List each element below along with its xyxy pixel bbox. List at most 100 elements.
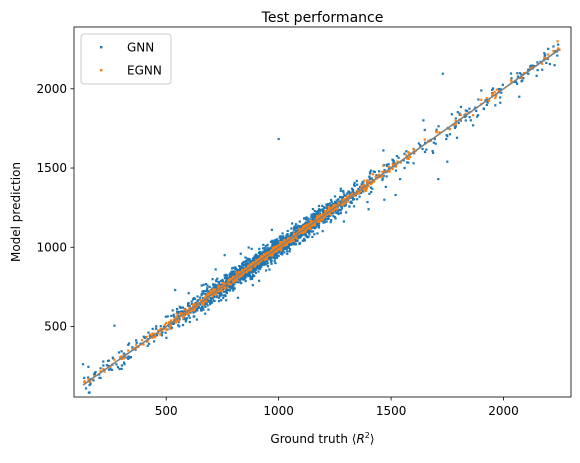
- data-point-gnn: [296, 235, 300, 238]
- data-point-gnn: [275, 252, 278, 255]
- data-point-egnn: [233, 278, 237, 281]
- data-point-gnn: [257, 264, 260, 267]
- data-point-gnn: [395, 154, 398, 158]
- data-point-egnn: [235, 274, 239, 277]
- data-point-egnn: [202, 303, 205, 306]
- data-point-gnn: [192, 315, 195, 318]
- data-point-egnn: [190, 309, 193, 312]
- data-point-gnn: [278, 251, 281, 254]
- data-point-gnn: [557, 43, 560, 46]
- data-point-egnn: [271, 253, 274, 256]
- data-point-gnn: [276, 239, 279, 242]
- data-point-gnn: [482, 107, 485, 111]
- data-point-gnn: [516, 75, 519, 78]
- data-point-gnn: [267, 248, 271, 252]
- data-point-gnn: [146, 344, 149, 347]
- data-point-gnn: [346, 192, 349, 195]
- data-point-gnn: [394, 193, 397, 197]
- data-point-gnn: [244, 259, 247, 263]
- data-point-gnn: [264, 245, 267, 248]
- data-point-egnn: [372, 173, 375, 176]
- data-point-gnn: [209, 302, 212, 305]
- data-point-egnn: [228, 283, 231, 286]
- data-point-gnn: [475, 115, 479, 118]
- data-point-egnn: [374, 175, 377, 179]
- data-point-gnn: [303, 217, 306, 220]
- data-point-egnn: [522, 71, 526, 75]
- data-point-egnn: [485, 96, 488, 100]
- data-point-gnn: [170, 314, 173, 318]
- data-point-gnn: [315, 213, 318, 216]
- data-point-gnn: [225, 279, 228, 283]
- data-point-gnn: [279, 237, 283, 240]
- data-point-egnn: [552, 50, 555, 53]
- data-point-egnn: [220, 289, 223, 293]
- data-point-egnn: [454, 122, 458, 125]
- data-point-gnn: [308, 231, 311, 234]
- data-point-egnn: [214, 293, 217, 297]
- data-point-gnn: [174, 288, 177, 292]
- data-point-egnn: [360, 185, 363, 188]
- data-point-gnn: [273, 260, 276, 263]
- data-point-egnn: [319, 215, 322, 218]
- data-point-gnn: [296, 240, 299, 243]
- data-point-egnn: [237, 271, 241, 274]
- data-point-gnn: [237, 281, 240, 284]
- data-point-gnn: [191, 298, 195, 301]
- data-point-gnn: [254, 268, 257, 272]
- data-point-egnn: [278, 248, 281, 251]
- data-point-gnn: [307, 217, 310, 220]
- data-point-gnn: [419, 144, 422, 147]
- data-point-gnn: [236, 269, 240, 272]
- data-point-gnn: [241, 263, 244, 267]
- data-point-gnn: [387, 163, 390, 166]
- data-point-gnn: [339, 187, 342, 190]
- data-point-egnn: [181, 317, 185, 320]
- data-point-egnn: [152, 332, 155, 335]
- data-point-gnn: [185, 317, 188, 320]
- data-point-gnn: [206, 304, 209, 307]
- data-point-egnn: [169, 319, 173, 322]
- data-point-gnn: [219, 291, 222, 294]
- data-point-gnn: [252, 274, 255, 277]
- data-point-gnn: [339, 209, 342, 212]
- data-point-gnn: [241, 278, 244, 281]
- data-point-egnn: [239, 271, 242, 274]
- data-point-gnn: [210, 297, 213, 300]
- data-point-gnn: [331, 202, 334, 206]
- data-point-gnn: [165, 336, 168, 339]
- data-point-gnn: [257, 270, 260, 273]
- data-point-gnn: [265, 263, 268, 266]
- data-point-egnn: [226, 286, 229, 289]
- data-point-gnn: [313, 227, 316, 230]
- data-point-gnn: [327, 215, 330, 218]
- data-point-gnn: [202, 283, 205, 286]
- data-point-gnn: [223, 254, 226, 257]
- data-point-egnn: [381, 170, 384, 173]
- data-point-gnn: [475, 109, 478, 113]
- data-point-gnn: [306, 219, 309, 222]
- data-point-egnn: [364, 189, 368, 192]
- data-point-egnn: [265, 257, 268, 260]
- data-point-egnn: [235, 271, 238, 274]
- data-point-egnn: [509, 79, 513, 82]
- data-point-gnn: [368, 178, 372, 181]
- data-point-egnn: [240, 274, 243, 278]
- data-point-egnn: [325, 213, 328, 217]
- y-axis: 500 1000 1500 2000: [36, 82, 74, 333]
- data-point-gnn: [247, 246, 250, 249]
- data-point-gnn: [248, 259, 251, 262]
- data-point-gnn: [251, 270, 254, 274]
- data-point-gnn: [249, 260, 253, 263]
- data-point-gnn: [325, 220, 328, 223]
- legend-label-egnn: EGNN: [127, 64, 162, 78]
- data-point-gnn: [405, 150, 408, 153]
- data-point-gnn: [520, 80, 523, 83]
- data-point-egnn: [83, 381, 86, 384]
- data-point-gnn: [351, 190, 354, 193]
- data-point-gnn: [313, 233, 316, 236]
- data-point-gnn: [99, 367, 102, 370]
- data-point-gnn: [123, 363, 126, 366]
- data-point-gnn: [459, 119, 462, 122]
- data-point-gnn: [244, 280, 247, 283]
